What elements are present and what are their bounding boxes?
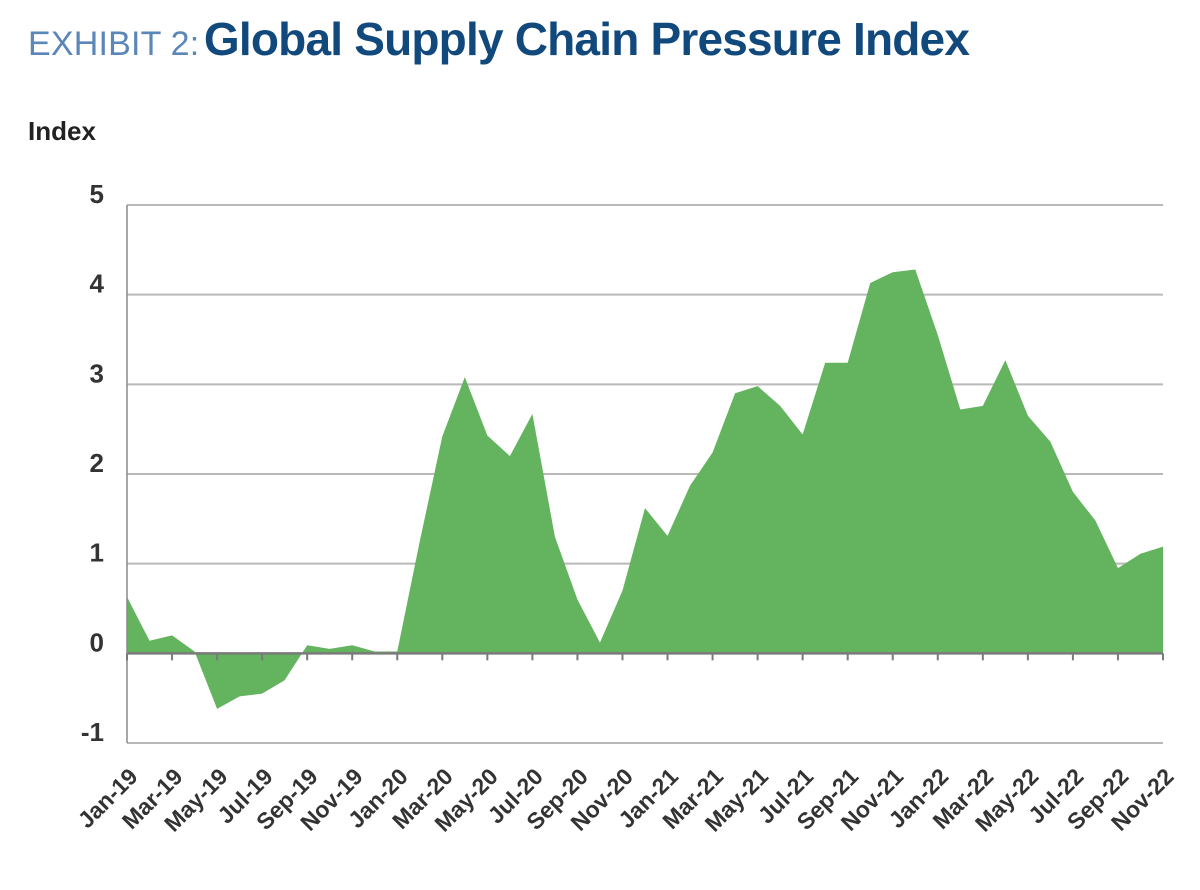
y-tick-neg1: -1 [81,717,104,747]
chart-title: EXHIBIT 2: Global Supply Chain Pressure … [28,12,970,66]
exhibit-prefix: EXHIBIT 2: [28,25,200,63]
exhibit-title: Global Supply Chain Pressure Index [203,13,970,65]
y-tick-3: 3 [90,358,104,388]
area-series [127,269,1163,709]
y-axis-label: Index [28,116,96,146]
y-tick-2: 2 [90,448,104,478]
y-tick-4: 4 [90,269,105,299]
y-tick-5: 5 [90,179,104,209]
y-tick-1: 1 [90,538,104,568]
y-tick-0: 0 [90,627,104,657]
y-tick-labels: 5 4 3 2 1 0 -1 [81,179,105,747]
